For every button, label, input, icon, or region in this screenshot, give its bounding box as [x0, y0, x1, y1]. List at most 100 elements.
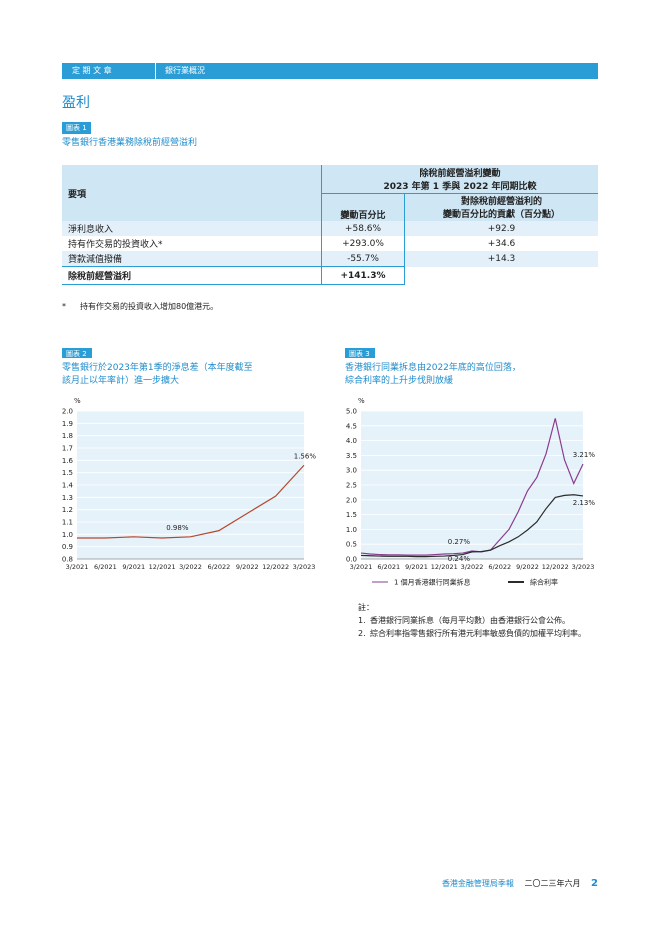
y-tick-label: 5.0 — [346, 408, 357, 416]
cell: 持有作交易的投資收入* — [62, 236, 322, 251]
col-header: 變動百分比的貢獻（百分點） — [442, 210, 560, 221]
table-row: 淨利息收入 +58.6% +92.9 — [62, 221, 598, 236]
x-tick-label: 9/2021 — [405, 563, 428, 571]
header-bar: 定 期 文 章 銀行業概況 — [62, 63, 598, 79]
legend-label: 綜合利率 — [530, 578, 558, 587]
data-label: 1.56% — [294, 452, 317, 460]
tag-bg — [345, 348, 375, 358]
footnote: * 持有作交易的投資收入增加80億港元。 — [62, 301, 218, 312]
subsection: 銀行業概況 — [165, 66, 205, 75]
data-label: 0.98% — [166, 524, 189, 532]
y-tick-label: 4.0 — [346, 437, 357, 445]
chart-title: 綜合利率的上升步伐則放緩 — [345, 374, 453, 386]
section: 定 期 文 章 — [72, 66, 112, 75]
chart-title: 該月止以年率計）進一步擴大 — [62, 374, 179, 386]
x-tick-label: 12/2022 — [542, 563, 569, 571]
cell: +92.9 — [487, 223, 516, 234]
tag-bg — [62, 348, 92, 358]
y-tick-label: 2.0 — [62, 408, 73, 416]
chart-title: 香港銀行同業拆息由2022年底的高位回落， — [345, 361, 521, 373]
y-tick-label: 3.0 — [346, 467, 357, 475]
y-tick-label: 1.2 — [62, 506, 73, 514]
tag: 圖表 2 — [66, 349, 87, 358]
note: 2. 綜合利率指零售銀行所有港元利率敏感負債的加權平均利率。 — [358, 627, 600, 640]
series-line — [77, 464, 305, 539]
tag: 圖表 3 — [349, 349, 370, 358]
y-tick-label: 1.5 — [62, 469, 73, 477]
y-tick-label: 0.5 — [346, 541, 357, 549]
y-tick-label: 1.9 — [62, 420, 73, 428]
cell: +58.6% — [321, 221, 405, 236]
note-num: 1. — [358, 616, 366, 625]
series-line — [360, 418, 584, 556]
x-tick-label: 9/2021 — [122, 563, 145, 571]
y-tick-label: 1.3 — [62, 494, 73, 502]
cell: +14.3 — [487, 253, 516, 264]
note-text: 香港銀行同業拆息（每月平均數）由香港銀行公會公佈。 — [370, 616, 570, 625]
y-tick-label: 0.0 — [346, 556, 357, 564]
table: 要項 除稅前經營溢利變動 2023 年第 1 季與 2022 年同期比較 變動百分… — [62, 165, 598, 285]
table-title: 零售銀行香港業務除稅前經營溢利 — [62, 138, 198, 148]
x-tick-label: 3/2022 — [179, 563, 202, 571]
footnote-text: 持有作交易的投資收入增加80億港元。 — [80, 302, 219, 311]
y-tick-label: 1.7 — [62, 445, 73, 453]
note-num: 2. — [358, 629, 366, 638]
cell: 淨利息收入 — [62, 221, 322, 236]
x-tick-label: 3/2023 — [293, 563, 316, 571]
y-tick-label: 1.5 — [346, 511, 357, 519]
cell: +293.0% — [321, 236, 405, 251]
cell: 貸款減值撥備 — [62, 251, 322, 267]
notes: 註： 1. 香港銀行同業拆息（每月平均數）由香港銀行公會公佈。 2. 綜合利率指零售銀… — [358, 601, 600, 640]
cell: -55.7% — [321, 251, 405, 267]
notes-title: 註： — [358, 603, 374, 612]
total-label: 除稅前經營溢利 — [62, 266, 322, 285]
total-value: +141.3% — [321, 266, 405, 285]
data-label: 3.21% — [573, 451, 596, 459]
data-label: 2.13% — [573, 499, 596, 507]
y-tick-label: 2.0 — [346, 496, 357, 504]
x-tick-label: 12/2021 — [149, 563, 176, 571]
y-tick-label: 1.6 — [62, 457, 74, 465]
table-row: 持有作交易的投資收入* +293.0% +34.6 — [62, 236, 598, 251]
data-label: 0.24% — [448, 555, 471, 563]
y-tick-label: 1.0 — [62, 531, 73, 539]
y-tick-label: 1.4 — [62, 482, 74, 490]
publication: 香港金融管理局季報 — [441, 879, 514, 888]
legend-label: 1 個月香港銀行同業拆息 — [394, 578, 471, 587]
series-line — [360, 494, 584, 558]
x-tick-label: 3/2023 — [572, 563, 595, 571]
y-tick-label: 1.8 — [62, 432, 73, 440]
table-row: 貸款減值撥備 -55.7% +14.3 — [62, 251, 598, 267]
note: 1. 香港銀行同業拆息（每月平均數）由香港銀行公會公佈。 — [358, 614, 600, 627]
y-tick-label: 0.8 — [62, 556, 73, 564]
col-header: 要項 — [62, 165, 322, 221]
y-tick-label: 4.5 — [346, 422, 357, 430]
y-tick-label: 2.5 — [346, 482, 357, 490]
x-tick-label: 6/2021 — [377, 563, 400, 571]
x-tick-label: 3/2022 — [461, 563, 484, 571]
tag: 圖表 1 — [62, 122, 91, 134]
y-tick-label: 1.1 — [62, 519, 73, 527]
y-axis-label: % — [358, 397, 365, 405]
x-tick-label: 3/2021 — [350, 563, 373, 571]
y-tick-label: 0.9 — [62, 543, 73, 551]
x-tick-label: 12/2022 — [262, 563, 289, 571]
charts: 圖表 2 零售銀行於2023年第1季的淨息差（本年度截至該月止以年率計）進一步擴大… — [62, 348, 596, 587]
cell: +34.6 — [487, 238, 516, 249]
footer: 香港金融管理局季報 二〇二三年六月 2 — [442, 878, 598, 889]
footnote-mark: * — [62, 302, 66, 311]
group-title: 2023 年第 1 季與 2022 年同期比較 — [383, 181, 537, 192]
x-tick-label: 12/2021 — [431, 563, 458, 571]
x-tick-label: 3/2021 — [66, 563, 89, 571]
heading: 盈利 — [62, 95, 90, 111]
data-label: 0.27% — [448, 538, 471, 546]
date: 二〇二三年六月 — [524, 879, 581, 888]
x-tick-label: 6/2021 — [94, 563, 117, 571]
x-tick-label: 9/2022 — [516, 563, 539, 571]
note-text: 綜合利率指零售銀行所有港元利率敏感負債的加權平均利率。 — [370, 629, 586, 638]
col-header: 對除稅前經營溢利的 — [460, 197, 542, 208]
y-tick-label: 3.5 — [346, 452, 357, 460]
x-tick-label: 9/2022 — [236, 563, 259, 571]
